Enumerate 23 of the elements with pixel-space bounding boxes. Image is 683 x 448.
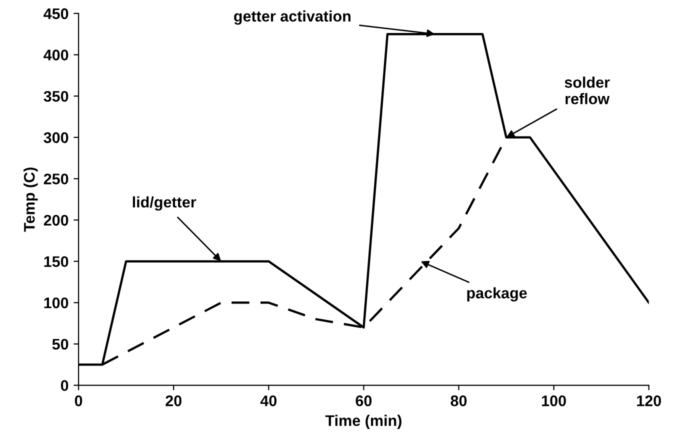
y-tick-label: 450 [44, 8, 68, 20]
x-tick-label: 100 [542, 395, 566, 406]
x-tick-label: 80 [450, 395, 467, 406]
annotation: getter activation [234, 10, 350, 25]
y-tick-label: 400 [44, 50, 68, 60]
y-axis-title: Temp (C) [24, 168, 38, 232]
y-tick-label: 300 [44, 132, 68, 144]
x-axis-title: Time (min) [325, 414, 402, 430]
x-tick-label: 0 [74, 395, 82, 406]
y-tick-label: 350 [44, 90, 68, 102]
y-tick-label: 200 [44, 214, 68, 226]
annotation: solder reflow [564, 76, 610, 104]
y-tick-label: 150 [44, 256, 68, 268]
annotation: lid/getter [132, 196, 196, 211]
x-tick-label: 60 [356, 395, 372, 406]
x-tick-label: 120 [637, 395, 661, 406]
annotation: package [467, 287, 527, 302]
y-tick-label: 100 [44, 298, 68, 308]
x-tick-label: 20 [166, 395, 182, 406]
y-tick-label: 50 [52, 338, 68, 350]
y-tick-label: 250 [44, 174, 68, 184]
x-tick-label: 40 [260, 395, 277, 406]
y-tick-label: 0 [60, 380, 68, 391]
